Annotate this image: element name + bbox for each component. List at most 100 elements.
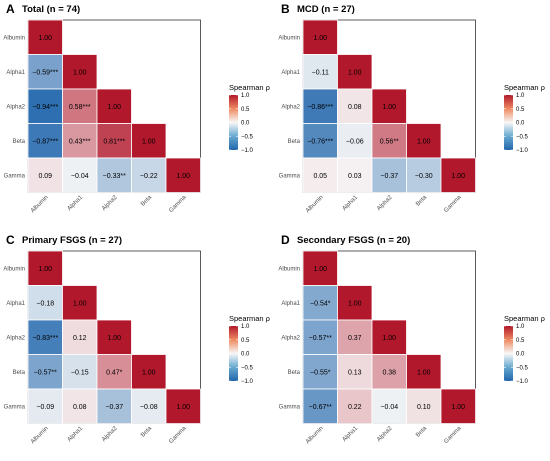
- cell-value-label: 1.00: [348, 69, 362, 76]
- legend-colorbar: [504, 326, 513, 381]
- heatmap-cell: [27, 354, 63, 390]
- x-tick-label: Albumin: [305, 195, 325, 215]
- cell-value-label: 1.00: [313, 266, 327, 273]
- panel-title: Secondary FSGS (n = 20): [297, 235, 410, 246]
- y-tick-label: Albumin: [278, 266, 300, 272]
- y-tick-label: Alpha2: [6, 104, 25, 110]
- heatmap-cell: [302, 157, 338, 193]
- y-tick-label: Alpha2: [281, 104, 300, 110]
- y-tick-label: Gamma: [279, 173, 301, 179]
- cell-value-label: 0.22: [348, 404, 362, 411]
- legend-tick-label: −0.5: [241, 134, 254, 140]
- y-tick-label: Alpha1: [6, 301, 25, 307]
- y-tick-label: Beta: [288, 139, 301, 145]
- legend-tick-label: 0.5: [516, 338, 525, 344]
- cell-value-label: 1.00: [73, 69, 87, 76]
- heatmap-cell: [337, 388, 373, 424]
- cell-value-label: −0.76***: [307, 138, 333, 145]
- heatmap-cell: [96, 123, 132, 159]
- cell-value-label: −0.08: [140, 404, 158, 411]
- heatmap-cell: [440, 388, 476, 424]
- cell-value-label: 1.00: [107, 335, 121, 342]
- y-tick-label: Beta: [13, 139, 26, 145]
- y-tick-label: Albumin: [3, 266, 25, 272]
- legend-tick-label: −0.5: [241, 365, 254, 371]
- heatmap-cell: [27, 123, 63, 159]
- cell-value-label: 1.00: [38, 35, 52, 42]
- legend-tick-label: −1.0: [241, 148, 254, 154]
- x-tick-label: Beta: [415, 194, 428, 207]
- legend-tick-label: 0.5: [241, 338, 250, 344]
- heatmap-cell: [27, 250, 63, 286]
- x-tick-label: Beta: [140, 425, 153, 438]
- cell-value-label: −0.04: [71, 173, 89, 180]
- legend-tick-label: 1.0: [241, 93, 250, 99]
- x-tick-label: Albumin: [30, 426, 50, 446]
- legend-tick-label: −1.0: [516, 379, 529, 385]
- x-tick-label: Albumin: [30, 195, 50, 215]
- heatmap-cell: [27, 19, 63, 55]
- heatmap-cell: [440, 157, 476, 193]
- cell-value-label: 0.56**: [380, 138, 399, 145]
- x-tick-label: Gamma: [168, 194, 188, 214]
- legend-title: Spearman ρ: [504, 83, 545, 92]
- panels: A Total (n = 74) 1.00 −0.59*** 1.00 −0.94*** 0…: [3, 2, 545, 445]
- y-tick-label: Gamma: [279, 404, 301, 410]
- cell-value-label: −0.57**: [309, 335, 332, 342]
- heatmap-cell: [337, 88, 373, 124]
- cell-value-label: 0.05: [313, 173, 327, 180]
- y-tick-label: Alpha2: [6, 335, 25, 341]
- x-tick-label: Beta: [415, 425, 428, 438]
- cell-value-label: 0.13: [348, 369, 362, 376]
- cell-value-label: −0.11: [312, 69, 329, 76]
- color-legend: Spearman ρ1.0 0.5 0.0 −0.5 −1.0: [504, 314, 545, 385]
- heatmap-cell: [337, 54, 373, 90]
- cell-value-label: 1.00: [451, 404, 465, 411]
- heatmap-cell: [371, 157, 407, 193]
- color-legend: Spearman ρ1.0 0.5 0.0 −0.5 −1.0: [229, 314, 270, 385]
- legend-tick-label: −1.0: [241, 379, 254, 385]
- heatmap-cell: [62, 54, 98, 90]
- y-tick-label: Albumin: [278, 35, 300, 41]
- legend-tick-label: 0.5: [516, 107, 525, 113]
- cell-value-label: −0.04: [380, 404, 398, 411]
- y-tick-label: Albumin: [3, 35, 25, 41]
- cell-value-label: 0.03: [348, 173, 362, 180]
- heatmap-cell: [337, 157, 373, 193]
- legend-tick-label: −0.5: [516, 134, 529, 140]
- legend-tick-label: 1.0: [241, 324, 250, 330]
- heatmap-cell: [131, 123, 167, 159]
- panel-title: MCD (n = 27): [297, 4, 355, 15]
- heatmap-cell: [62, 88, 98, 124]
- panel-letter: A: [6, 2, 15, 16]
- heatmap-cell: [337, 354, 373, 390]
- heatmap-cell: [62, 319, 98, 355]
- cell-value-label: 1.00: [176, 173, 190, 180]
- cell-value-label: −0.37: [105, 404, 123, 411]
- y-tick-label: Alpha1: [281, 301, 300, 307]
- cell-value-label: 0.37: [348, 335, 362, 342]
- cell-value-label: −0.22: [140, 173, 158, 180]
- cell-value-label: −0.15: [71, 369, 89, 376]
- heatmap-cell: [302, 250, 338, 286]
- legend-tick-label: 0.0: [516, 352, 525, 358]
- cell-value-label: 1.00: [142, 138, 156, 145]
- x-tick-label: Alpha2: [101, 425, 119, 443]
- cell-value-label: 0.10: [417, 404, 431, 411]
- x-tick-label: Beta: [140, 194, 153, 207]
- cell-value-label: 0.43***: [69, 138, 91, 145]
- cell-value-label: −0.55*: [310, 369, 331, 376]
- legend-colorbar: [504, 95, 513, 150]
- cell-value-label: −0.86***: [307, 104, 333, 111]
- cell-value-label: 0.47*: [106, 369, 123, 376]
- panel-letter: B: [281, 2, 290, 16]
- cell-value-label: 0.58***: [69, 104, 91, 111]
- cell-value-label: −0.54*: [310, 300, 331, 307]
- cell-value-label: −0.18: [36, 300, 54, 307]
- heatmap-cell: [96, 319, 132, 355]
- x-tick-label: Gamma: [443, 194, 463, 214]
- heatmap-cell: [27, 388, 63, 424]
- legend-tick-label: 0.0: [241, 121, 250, 127]
- panel-title: Total (n = 74): [22, 4, 80, 15]
- heatmap-cell: [371, 88, 407, 124]
